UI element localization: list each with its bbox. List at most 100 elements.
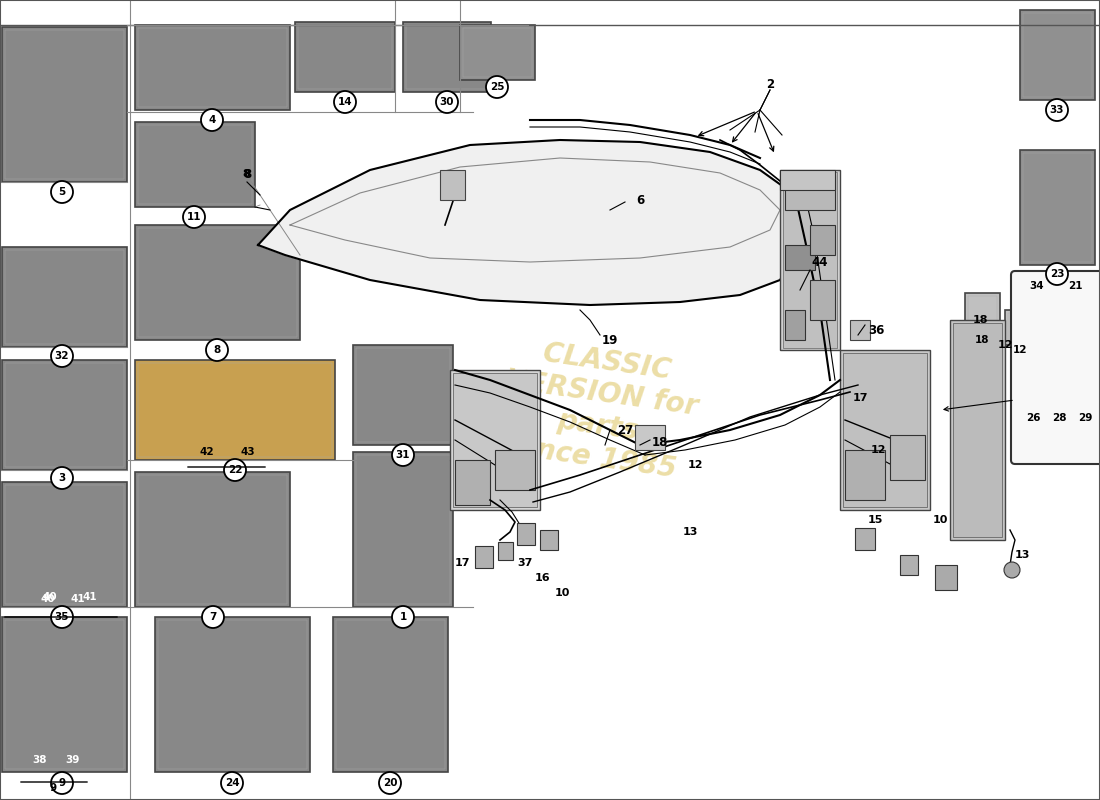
Bar — [968, 296, 997, 332]
Text: 36: 36 — [868, 323, 884, 337]
Text: 25: 25 — [490, 82, 504, 92]
Bar — [135, 360, 336, 460]
Circle shape — [1004, 562, 1020, 578]
Text: 1: 1 — [399, 612, 407, 622]
Bar — [298, 25, 392, 89]
Text: 13: 13 — [1014, 550, 1030, 560]
Text: 12: 12 — [688, 460, 703, 470]
Text: 31: 31 — [396, 450, 410, 460]
Bar — [460, 25, 535, 80]
Bar — [295, 22, 395, 92]
Text: 11: 11 — [187, 212, 201, 222]
Bar — [135, 225, 300, 340]
Text: 41: 41 — [70, 594, 86, 604]
Polygon shape — [258, 140, 800, 305]
Text: 28: 28 — [1052, 413, 1066, 423]
Bar — [463, 28, 532, 77]
Bar — [356, 348, 450, 442]
Bar — [155, 617, 310, 772]
Bar — [135, 472, 290, 607]
Bar — [965, 293, 1000, 335]
Bar — [450, 370, 540, 510]
Text: 33: 33 — [1049, 105, 1065, 115]
Text: 9: 9 — [50, 783, 56, 793]
Bar — [6, 620, 124, 769]
Bar — [138, 475, 287, 604]
Bar — [785, 245, 815, 270]
Bar — [403, 22, 491, 92]
Text: 40: 40 — [43, 592, 57, 602]
Bar — [1050, 427, 1067, 449]
Text: 37: 37 — [517, 558, 532, 568]
Bar — [517, 523, 535, 545]
Text: 39: 39 — [65, 755, 79, 765]
Text: 4: 4 — [208, 115, 216, 125]
Text: 38: 38 — [33, 755, 47, 765]
Circle shape — [1046, 263, 1068, 285]
Bar — [135, 122, 255, 207]
Text: 7: 7 — [209, 612, 217, 622]
Bar — [158, 620, 307, 769]
Bar — [1048, 424, 1070, 452]
Text: 27: 27 — [617, 423, 634, 437]
Text: 12: 12 — [1013, 345, 1027, 355]
Bar — [890, 435, 925, 480]
Bar — [810, 280, 835, 320]
Bar — [353, 452, 453, 607]
Text: 8: 8 — [242, 169, 250, 179]
Text: 23: 23 — [1049, 269, 1065, 279]
Circle shape — [334, 91, 356, 113]
Bar — [2, 360, 126, 470]
Bar — [1023, 153, 1092, 262]
Text: 12: 12 — [998, 340, 1013, 350]
Circle shape — [183, 206, 205, 228]
Bar — [6, 363, 124, 467]
Bar — [440, 170, 465, 200]
Circle shape — [51, 181, 73, 203]
Text: 32: 32 — [55, 351, 69, 361]
Text: 30: 30 — [440, 97, 454, 107]
Bar — [845, 450, 886, 500]
Text: 24: 24 — [224, 778, 240, 788]
Bar — [540, 530, 558, 550]
Bar — [1025, 427, 1041, 449]
Bar — [6, 250, 124, 344]
Circle shape — [202, 606, 224, 628]
Bar — [336, 620, 446, 769]
Text: 29: 29 — [1078, 413, 1092, 423]
Bar — [6, 30, 124, 179]
Text: 18: 18 — [975, 335, 989, 345]
Bar — [950, 320, 1005, 540]
Text: 3: 3 — [58, 473, 66, 483]
Bar — [1063, 295, 1087, 329]
Text: 41: 41 — [82, 592, 97, 602]
Text: 18: 18 — [972, 315, 988, 325]
Bar — [135, 25, 290, 110]
Bar — [900, 555, 918, 575]
Circle shape — [486, 76, 508, 98]
FancyBboxPatch shape — [1011, 271, 1100, 464]
Circle shape — [224, 459, 246, 481]
Text: 22: 22 — [228, 465, 242, 475]
Text: 8: 8 — [243, 169, 251, 182]
Bar — [785, 310, 805, 340]
Circle shape — [221, 772, 243, 794]
Circle shape — [379, 772, 401, 794]
Text: 10: 10 — [554, 588, 570, 598]
Text: 40: 40 — [41, 594, 55, 604]
Bar — [453, 373, 537, 507]
Text: 5: 5 — [58, 187, 66, 197]
Bar — [138, 28, 287, 107]
Bar — [1005, 310, 1035, 345]
Circle shape — [51, 772, 73, 794]
Text: 21: 21 — [1068, 281, 1082, 291]
Bar — [138, 228, 297, 337]
Bar — [1008, 313, 1032, 342]
Bar — [1060, 292, 1090, 332]
Bar — [935, 565, 957, 590]
Bar — [1020, 150, 1094, 265]
Bar — [785, 175, 835, 210]
Bar — [2, 27, 126, 182]
Bar — [1022, 424, 1044, 452]
Bar — [810, 225, 835, 255]
